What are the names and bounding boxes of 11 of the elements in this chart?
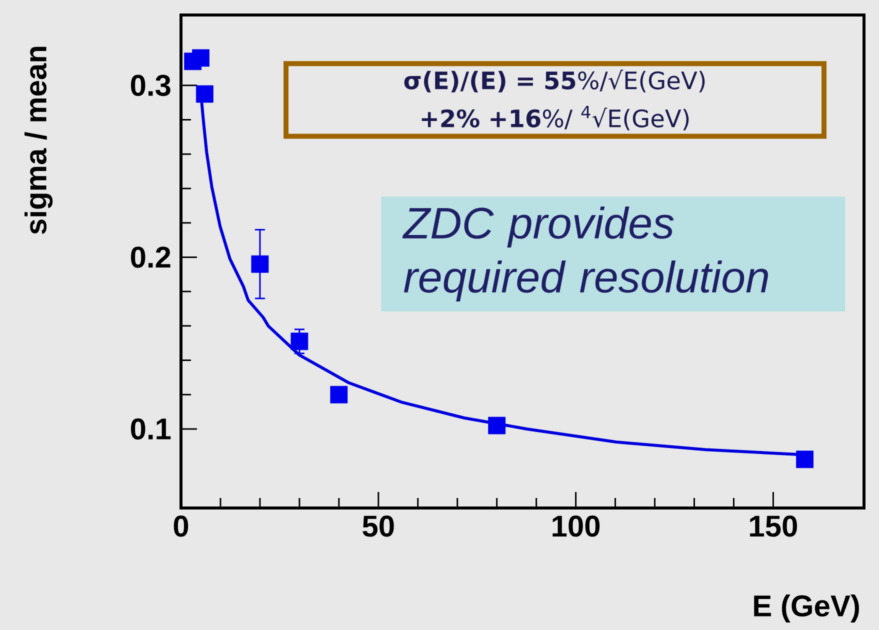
y-axis-title: sigma / mean xyxy=(24,46,53,234)
x-tick-label: 0 xyxy=(174,516,188,537)
text: σ(E)/(E) = 55%/√E(GeV) +2% +16%/ $^{4}$√E(GeV) xyxy=(404,70,705,130)
y-tick-label: 0.1 xyxy=(130,418,171,440)
x-tick-label: 50 xyxy=(362,516,394,537)
x-tick-label: 100 xyxy=(552,516,600,537)
x-tick-label: 150 xyxy=(750,516,797,537)
y-tick-label: 0.2 xyxy=(130,246,170,268)
y-tick-label: 0.3 xyxy=(130,74,170,96)
annotation: ZDC provides required resolution xyxy=(402,206,768,302)
x-axis-title: E (GeV) xyxy=(754,594,859,622)
